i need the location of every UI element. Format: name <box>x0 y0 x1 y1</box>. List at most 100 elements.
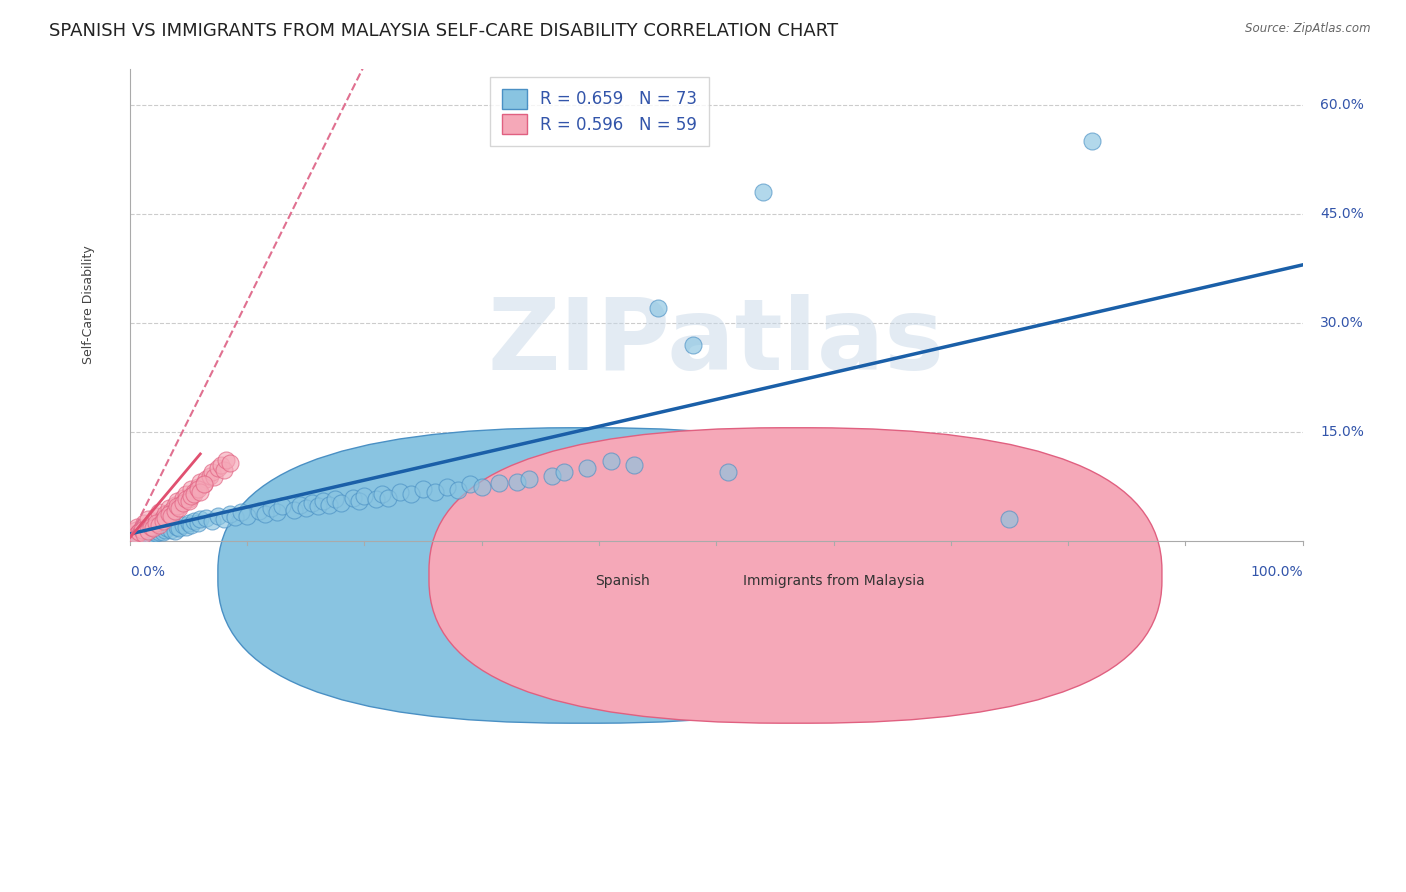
Point <box>193 477 215 491</box>
Point <box>553 465 575 479</box>
Point <box>201 465 224 479</box>
Point <box>231 505 253 519</box>
Point <box>125 527 148 541</box>
Point <box>212 512 235 526</box>
Point <box>148 524 170 539</box>
Point <box>131 523 153 537</box>
Point <box>172 518 194 533</box>
Text: 100.0%: 100.0% <box>1250 565 1303 579</box>
Point <box>330 496 353 510</box>
Point <box>377 491 399 505</box>
Point <box>187 516 209 530</box>
Point <box>153 507 176 521</box>
Point <box>167 501 190 516</box>
Text: SPANISH VS IMMIGRANTS FROM MALAYSIA SELF-CARE DISABILITY CORRELATION CHART: SPANISH VS IMMIGRANTS FROM MALAYSIA SELF… <box>49 22 838 40</box>
Point <box>132 516 155 530</box>
Point <box>188 475 211 489</box>
Point <box>142 524 165 538</box>
Point <box>295 501 318 516</box>
Point <box>177 516 200 530</box>
Text: Self-Care Disability: Self-Care Disability <box>83 245 96 364</box>
Point <box>198 468 221 483</box>
Legend: R = 0.659   N = 73, R = 0.596   N = 59: R = 0.659 N = 73, R = 0.596 N = 59 <box>491 77 709 146</box>
Point <box>752 185 775 199</box>
Point <box>201 514 224 528</box>
Text: 30.0%: 30.0% <box>1320 316 1364 330</box>
Point <box>132 527 155 541</box>
Point <box>623 458 645 472</box>
Point <box>183 484 205 499</box>
Text: ZIPatlas: ZIPatlas <box>488 294 945 392</box>
Point <box>207 461 229 475</box>
Point <box>342 491 364 505</box>
Point <box>142 521 165 535</box>
Point <box>142 514 165 528</box>
Text: 60.0%: 60.0% <box>1320 98 1364 112</box>
Text: 45.0%: 45.0% <box>1320 207 1364 221</box>
Point <box>647 301 669 316</box>
Point <box>347 494 370 508</box>
Point <box>157 507 180 521</box>
Point <box>132 524 155 538</box>
Point <box>172 491 194 505</box>
Point <box>371 487 394 501</box>
Point <box>209 458 232 472</box>
Point <box>128 525 150 540</box>
Point <box>152 514 174 528</box>
Point <box>153 511 176 525</box>
Point <box>148 518 170 533</box>
Point <box>174 519 197 533</box>
Point <box>152 511 174 525</box>
Text: Immigrants from Malaysia: Immigrants from Malaysia <box>742 574 925 589</box>
Text: 15.0%: 15.0% <box>1320 425 1364 439</box>
Point <box>266 505 288 519</box>
Point <box>271 500 294 514</box>
Point <box>183 514 205 528</box>
Point <box>288 498 311 512</box>
Point <box>172 496 194 510</box>
Point <box>156 521 179 535</box>
Point <box>323 491 346 506</box>
Point <box>174 491 197 506</box>
Point <box>318 498 340 512</box>
Point <box>436 480 458 494</box>
Point <box>157 501 180 516</box>
Point <box>166 494 188 508</box>
Text: Spanish: Spanish <box>595 574 650 589</box>
Point <box>160 508 183 523</box>
Point <box>145 516 167 530</box>
Point <box>180 489 202 503</box>
Point <box>153 524 176 538</box>
Point <box>160 503 183 517</box>
Point <box>207 508 229 523</box>
Point <box>212 463 235 477</box>
Point <box>128 525 150 540</box>
Point <box>717 465 740 479</box>
Point <box>163 498 186 512</box>
Point <box>218 507 240 521</box>
Point <box>122 527 145 541</box>
Point <box>202 470 225 484</box>
Point <box>177 494 200 508</box>
Point <box>541 468 564 483</box>
Point <box>401 487 423 501</box>
FancyBboxPatch shape <box>218 428 950 723</box>
Point <box>366 491 388 506</box>
Point <box>174 487 197 501</box>
Point <box>145 526 167 541</box>
Point <box>312 494 335 508</box>
Point <box>247 503 270 517</box>
Point <box>125 524 148 538</box>
Point <box>139 518 162 533</box>
Point <box>180 518 202 533</box>
Point <box>307 500 329 514</box>
Point <box>163 524 186 538</box>
Point <box>218 456 240 470</box>
Point <box>125 519 148 533</box>
Point <box>177 491 200 506</box>
Point <box>193 477 215 491</box>
Point <box>260 501 283 516</box>
Point <box>471 480 494 494</box>
Point <box>152 525 174 540</box>
Point <box>215 452 238 467</box>
